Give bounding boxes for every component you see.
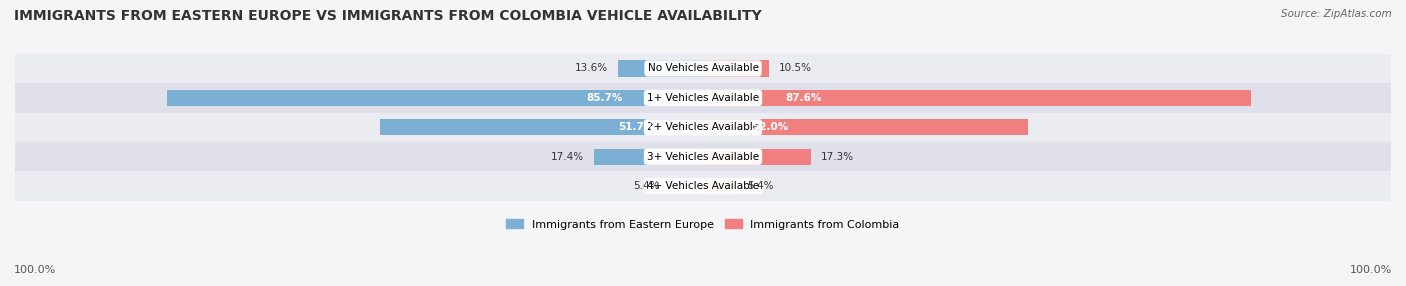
Text: 51.7%: 51.7% [619, 122, 655, 132]
Bar [0, 171, 1406, 201]
Bar [0, 113, 1406, 142]
Text: 1+ Vehicles Available: 1+ Vehicles Available [647, 93, 759, 103]
Bar [703, 178, 737, 194]
Text: 87.6%: 87.6% [785, 93, 821, 103]
Bar [595, 149, 703, 165]
Text: 17.3%: 17.3% [821, 152, 855, 162]
Text: 100.0%: 100.0% [14, 265, 56, 275]
Bar [0, 54, 1406, 83]
Text: 52.0%: 52.0% [752, 122, 787, 132]
Bar [0, 142, 1406, 171]
Text: 3+ Vehicles Available: 3+ Vehicles Available [647, 152, 759, 162]
Bar [0, 83, 1406, 113]
Text: 4+ Vehicles Available: 4+ Vehicles Available [647, 181, 759, 191]
Text: 10.5%: 10.5% [779, 63, 811, 74]
Text: 85.7%: 85.7% [586, 93, 623, 103]
Text: 5.4%: 5.4% [747, 181, 773, 191]
Text: 17.4%: 17.4% [551, 152, 583, 162]
Bar [703, 119, 1028, 135]
Text: Source: ZipAtlas.com: Source: ZipAtlas.com [1281, 9, 1392, 19]
Text: 5.4%: 5.4% [633, 181, 659, 191]
Text: 13.6%: 13.6% [575, 63, 607, 74]
Bar [703, 60, 769, 77]
Text: 100.0%: 100.0% [1350, 265, 1392, 275]
Bar [703, 149, 811, 165]
Bar [669, 178, 703, 194]
Bar [380, 119, 703, 135]
Bar [703, 90, 1251, 106]
Legend: Immigrants from Eastern Europe, Immigrants from Colombia: Immigrants from Eastern Europe, Immigran… [502, 214, 904, 234]
Bar [619, 60, 703, 77]
Text: 2+ Vehicles Available: 2+ Vehicles Available [647, 122, 759, 132]
Bar [167, 90, 703, 106]
Text: IMMIGRANTS FROM EASTERN EUROPE VS IMMIGRANTS FROM COLOMBIA VEHICLE AVAILABILITY: IMMIGRANTS FROM EASTERN EUROPE VS IMMIGR… [14, 9, 762, 23]
Text: No Vehicles Available: No Vehicles Available [648, 63, 758, 74]
